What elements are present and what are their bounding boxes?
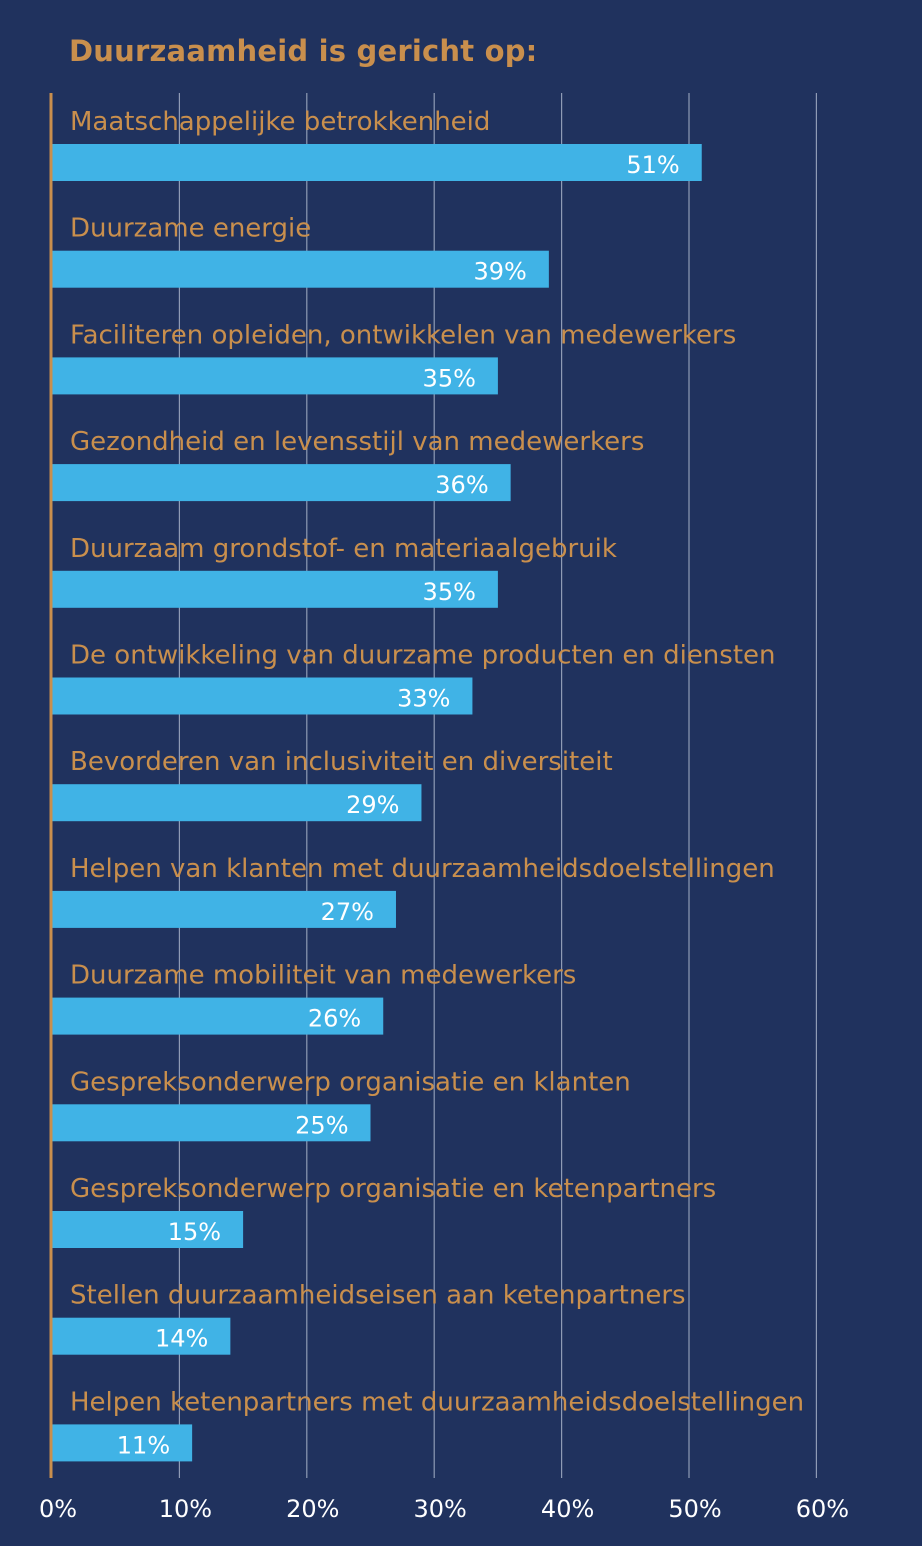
x-tick-label: 10% — [159, 1495, 212, 1523]
category-label: Duurzame energie — [70, 214, 311, 244]
bar — [52, 784, 422, 822]
x-tick-label: 60% — [796, 1495, 849, 1523]
category-label: Maatschappelijke betrokkenheid — [70, 107, 490, 137]
chart-title: Duurzaamheid is gericht op: — [69, 34, 538, 68]
bar — [52, 250, 549, 288]
data-label: 25% — [295, 1111, 348, 1139]
category-label: Duurzaam grondstof- en materiaalgebruik — [70, 534, 617, 564]
x-tick-label: 50% — [668, 1495, 721, 1523]
data-label: 51% — [626, 151, 679, 179]
category-label: Duurzame mobiliteit van medewerkers — [70, 961, 576, 991]
x-tick-label: 40% — [541, 1495, 594, 1523]
x-tick-label: 20% — [286, 1495, 339, 1523]
value-labels: 51% 39% 35% 36% 35% 33% 29% 27% 26% 25% 15% 14% 11% — [117, 151, 680, 1459]
bar — [52, 1317, 231, 1355]
data-label: 33% — [397, 685, 450, 713]
data-label: 15% — [168, 1218, 221, 1246]
x-tick-label: 0% — [39, 1495, 77, 1523]
bar — [52, 997, 384, 1035]
category-label: Faciliteren opleiden, ontwikkelen van me… — [70, 320, 736, 350]
bar — [52, 570, 498, 608]
category-label: Gespreksonderwerp organisatie en klanten — [70, 1067, 631, 1097]
data-label: 26% — [308, 1005, 361, 1033]
bar — [52, 357, 498, 395]
category-label: Helpen ketenpartners met duurzaamheidsdo… — [70, 1387, 804, 1417]
x-axis-ticks: 0% 10% 20% 30% 40% 50% 60% — [39, 1495, 849, 1523]
data-label: 35% — [423, 578, 476, 606]
category-labels: Maatschappelijke betrokkenheid Duurzame e… — [70, 107, 804, 1417]
bar — [52, 1211, 244, 1248]
data-label: 14% — [155, 1325, 208, 1353]
data-label: 11% — [117, 1431, 170, 1459]
category-label: De ontwikkeling van duurzame producten e… — [70, 641, 776, 671]
bar — [52, 1104, 371, 1142]
data-label: 27% — [321, 898, 374, 926]
data-label: 36% — [435, 471, 488, 499]
bar — [52, 1424, 193, 1462]
category-label: Bevorderen van inclusiviteit en diversit… — [70, 747, 613, 777]
x-tick-label: 30% — [414, 1495, 467, 1523]
bar — [52, 144, 702, 181]
bar — [52, 890, 396, 928]
data-label: 39% — [474, 258, 527, 286]
data-label: 29% — [346, 791, 399, 819]
bar — [52, 464, 511, 502]
bar — [52, 677, 473, 715]
category-label: Helpen van klanten met duurzaamheidsdoel… — [70, 854, 775, 884]
category-label: Stellen duurzaamheidseisen aan ketenpart… — [70, 1281, 686, 1311]
category-label: Gezondheid en levensstijl van medewerker… — [70, 427, 644, 457]
category-label: Gespreksonderwerp organisatie en ketenpa… — [70, 1174, 716, 1204]
bars — [52, 144, 702, 1462]
data-label: 35% — [423, 364, 476, 392]
